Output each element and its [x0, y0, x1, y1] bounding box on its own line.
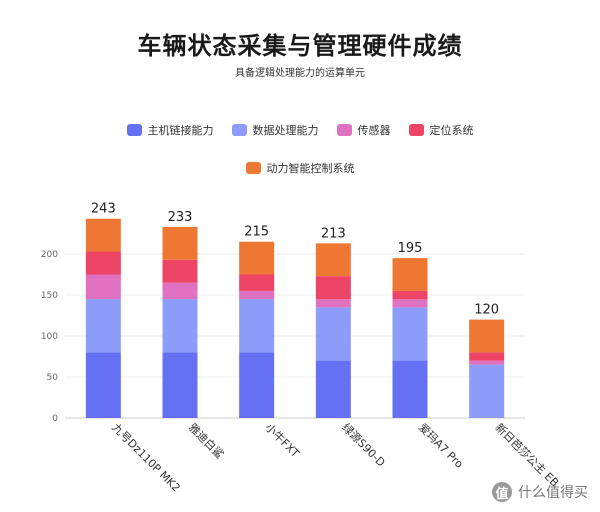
legend-swatch	[231, 124, 247, 136]
bar-segment	[162, 352, 198, 418]
legend-label: 传感器	[357, 124, 391, 137]
bar-segment	[392, 258, 428, 291]
legend-label: 数据处理能力	[252, 124, 319, 137]
legend-swatch	[126, 124, 142, 136]
bar-segment	[315, 243, 351, 277]
bar-total-label: 120	[474, 303, 499, 318]
bar-segment	[239, 290, 275, 300]
y-tick-label: 0	[52, 414, 58, 424]
legend-item[interactable]: 定位系统	[408, 122, 474, 138]
bar-total-label: 215	[244, 225, 269, 240]
x-category-label: 九号Dz110P MK2	[109, 421, 183, 495]
legend-swatch	[336, 124, 352, 136]
legend-label: 主机链接能力	[147, 124, 214, 137]
y-tick-label: 100	[41, 332, 58, 342]
bar-segment	[239, 274, 275, 291]
bar-segment	[162, 226, 198, 260]
bar-segment	[162, 299, 198, 353]
bar-segment	[392, 307, 428, 361]
bar-segment	[469, 352, 505, 361]
smzdm-logo-icon: 值	[492, 482, 512, 502]
legend-item[interactable]: 主机链接能力	[126, 122, 214, 138]
x-category-label: 绿源S90-D	[339, 420, 388, 469]
legend-swatch	[245, 162, 261, 174]
bar-segment	[85, 251, 121, 275]
watermark-label: 什么值得买	[518, 485, 588, 501]
watermark: 值 什么值得买	[492, 482, 588, 502]
bar-segment	[315, 276, 351, 300]
bar-total-label: 233	[168, 210, 193, 225]
bar-segment	[239, 299, 275, 353]
legend-item[interactable]: 动力智能控制系统	[245, 160, 355, 176]
legend-label: 定位系统	[429, 124, 474, 137]
bar-segment	[315, 307, 351, 361]
bar-segment	[392, 290, 428, 300]
legend-item[interactable]: 传感器	[336, 122, 391, 138]
y-tick-label: 50	[47, 373, 59, 383]
bar-total-label: 195	[398, 241, 423, 256]
bar-segment	[315, 360, 351, 418]
bar-total-label: 243	[91, 202, 116, 217]
bar-segment	[85, 352, 121, 418]
y-tick-label: 200	[41, 250, 58, 260]
legend-swatch	[408, 124, 424, 136]
bar-segment	[392, 299, 428, 308]
bar-segment	[469, 319, 505, 353]
legend-label: 动力智能控制系统	[266, 162, 355, 175]
bar-segment	[162, 282, 198, 300]
x-category-label: 新日芭莎公主 EB	[493, 420, 562, 489]
bar-total-label: 213	[321, 226, 346, 241]
bar-segment	[85, 218, 121, 252]
x-category-label: 雅迪白鲨	[186, 420, 227, 461]
bar-segment	[162, 259, 198, 283]
bar-segment	[85, 299, 121, 353]
bar-segment	[469, 360, 505, 365]
chart-title: 车辆状态采集与管理硬件成绩	[137, 32, 463, 60]
x-category-label: 爱玛A7 Pro	[416, 421, 466, 471]
y-tick-label: 150	[41, 291, 58, 301]
bar-segment	[469, 364, 505, 418]
legend-item[interactable]: 数据处理能力	[231, 122, 319, 138]
bar-segment	[85, 274, 121, 300]
bar-segment	[239, 241, 275, 275]
chart-legend: 主机链接能力 数据处理能力 传感器 定位系统动力智能控制系统	[110, 122, 490, 176]
bar-segment	[315, 299, 351, 308]
bar-segment	[239, 352, 275, 418]
x-category-label: 小牛FXT	[263, 420, 303, 460]
chart-subtitle: 具备逻辑处理能力的运算单元	[235, 68, 365, 79]
bar-segment	[392, 360, 428, 418]
